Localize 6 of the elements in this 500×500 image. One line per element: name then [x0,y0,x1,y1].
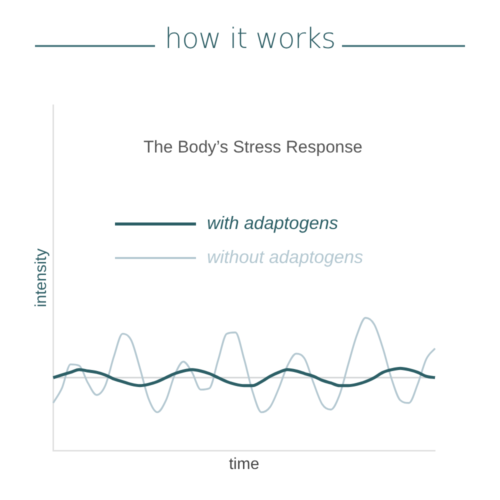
y-axis-title: intensity [33,248,50,308]
x-axis-title: time [228,456,260,473]
legend-label: with adaptogens [207,213,338,233]
legend-label: without adaptogens [207,247,364,267]
chart-title: how it works [164,22,336,55]
chart-subtitle: The Body’s Stress Response [144,138,362,157]
